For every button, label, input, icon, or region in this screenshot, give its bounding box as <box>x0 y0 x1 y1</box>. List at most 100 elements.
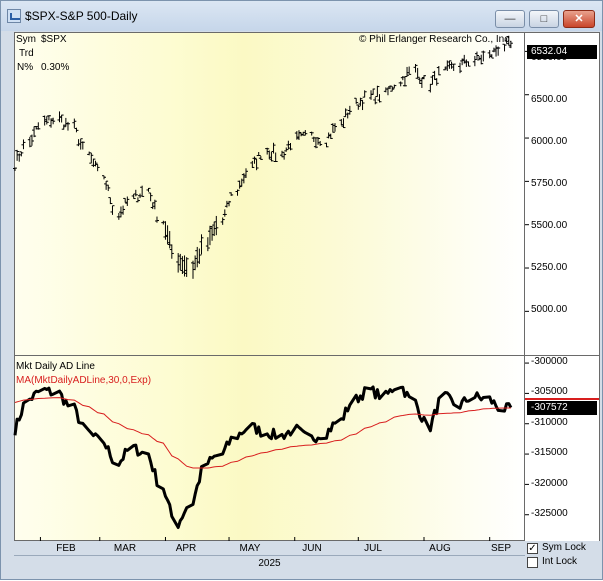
price-bar <box>496 46 501 56</box>
n-percent-value: 0.30% <box>41 62 70 73</box>
price-bar <box>280 150 285 158</box>
price-bar <box>222 209 227 217</box>
price-bar <box>347 105 352 115</box>
price-bar <box>451 63 456 71</box>
price-bar <box>434 78 439 86</box>
title-bar[interactable]: $SPX-S&P 500-Daily — □ ✕ <box>1 1 602 31</box>
price-bar <box>362 90 367 98</box>
price-y-tick: 5000.00 <box>531 304 568 315</box>
price-bar <box>241 173 246 184</box>
price-bar <box>237 180 242 189</box>
price-bar <box>176 253 181 273</box>
price-bar <box>93 160 98 167</box>
price-bar <box>369 90 374 100</box>
price-bar <box>87 151 92 156</box>
price-bar <box>161 220 166 225</box>
minimize-button[interactable]: — <box>495 10 525 28</box>
price-bar <box>80 141 85 150</box>
price-bar <box>205 237 210 252</box>
x-tick-month: AUG <box>429 543 451 554</box>
price-bar <box>19 151 24 157</box>
price-bar <box>135 197 140 203</box>
price-bar <box>294 131 299 140</box>
n-percent-label: N% <box>17 62 34 73</box>
price-bar <box>29 134 34 146</box>
price-bar <box>447 60 452 69</box>
price-bar <box>214 215 219 236</box>
ad-y-tick: -315000 <box>531 447 568 458</box>
price-bar <box>421 75 426 80</box>
price-bar <box>508 40 513 49</box>
price-bar <box>184 257 189 277</box>
price-bar <box>324 142 329 148</box>
price-bar <box>65 121 70 131</box>
price-bar <box>309 131 314 136</box>
price-bar <box>125 196 130 206</box>
price-y-tick: 6500.00 <box>531 94 568 105</box>
price-bar <box>195 246 200 268</box>
price-bar <box>163 221 168 240</box>
price-bar <box>398 81 403 87</box>
sym-value: $SPX <box>41 34 67 45</box>
price-bar <box>428 83 433 93</box>
sym-lock-checkbox[interactable]: ✓ <box>527 543 538 554</box>
ad-y-tick: -310000 <box>531 417 568 428</box>
price-bar <box>258 156 263 160</box>
close-button[interactable]: ✕ <box>563 10 595 28</box>
price-bar <box>27 136 32 148</box>
price-bar <box>17 153 22 162</box>
trd-label: Trd <box>19 48 34 59</box>
price-bar <box>21 139 26 150</box>
price-bar <box>284 147 289 152</box>
price-bar <box>288 143 293 151</box>
price-bar <box>250 160 255 168</box>
price-bar <box>303 130 308 136</box>
x-tick-month: MAY <box>239 543 261 554</box>
x-tick-month: SEP <box>490 543 511 554</box>
price-bar <box>118 206 123 218</box>
price-bar <box>269 151 274 162</box>
price-bar <box>210 225 215 241</box>
price-bar <box>339 119 344 126</box>
price-bar <box>400 76 405 81</box>
maximize-button[interactable]: □ <box>529 10 559 28</box>
price-bar <box>102 175 107 180</box>
price-bar <box>390 86 395 92</box>
price-bar <box>239 178 244 187</box>
price-bar <box>494 45 499 57</box>
price-bar <box>220 217 225 225</box>
price-y-tick: 5500.00 <box>531 220 568 231</box>
price-bar <box>89 152 94 164</box>
price-bar <box>61 124 66 130</box>
price-bar <box>415 67 420 79</box>
int-lock-checkbox[interactable] <box>527 557 538 568</box>
y-axis-area <box>525 32 600 541</box>
ma-line-series <box>14 397 511 469</box>
price-bar <box>138 193 143 199</box>
price-bar <box>116 212 121 220</box>
price-bar <box>330 123 335 133</box>
price-bar <box>78 138 83 150</box>
price-bar <box>49 118 54 128</box>
ad-last-value: -307572 <box>527 401 597 415</box>
price-bar <box>140 185 145 197</box>
price-bar <box>458 62 463 74</box>
price-bar <box>74 127 79 133</box>
price-bar <box>227 200 232 207</box>
price-bar <box>36 122 41 130</box>
price-bar <box>449 61 454 69</box>
pane-divider[interactable] <box>14 355 600 356</box>
price-bar <box>252 156 257 164</box>
price-bar <box>375 85 380 98</box>
price-bar <box>154 216 159 223</box>
price-bar <box>91 158 96 168</box>
price-bar <box>419 77 424 88</box>
price-bar <box>108 197 113 205</box>
price-y-tick: 6000.00 <box>531 136 568 147</box>
copyright-text: © Phil Erlanger Research Co., Inc. <box>359 34 512 45</box>
price-bar <box>341 118 346 129</box>
price-bar <box>13 167 17 171</box>
plot-area[interactable] <box>14 32 525 541</box>
price-bar <box>464 59 469 67</box>
